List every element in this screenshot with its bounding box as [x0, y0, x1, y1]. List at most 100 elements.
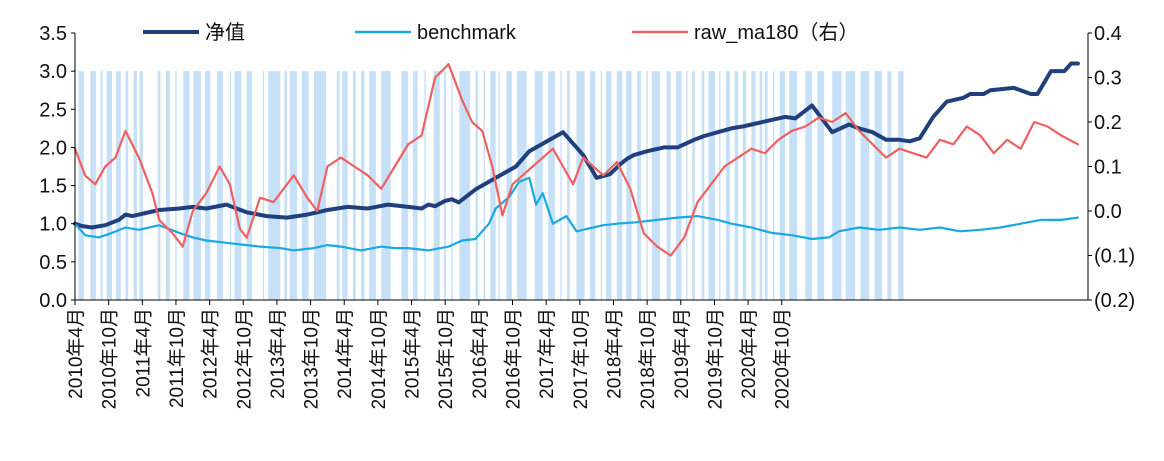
signal-band-76: [860, 71, 870, 301]
series-line-1: [73, 176, 1079, 252]
signal-band-51: [616, 71, 623, 301]
signal-band-53: [637, 71, 642, 301]
signal-band-29: [381, 71, 391, 301]
signal-band-21: [289, 71, 298, 301]
series-line-0: [73, 61, 1080, 230]
signal-band-1: [90, 71, 96, 301]
signal-band-11: [183, 71, 190, 301]
x-tick-label: 2020年4月: [738, 308, 760, 399]
signal-band-65: [742, 71, 747, 301]
signal-band-66: [751, 71, 756, 301]
signal-band-56: [666, 71, 671, 301]
signal-band-36: [459, 71, 471, 301]
signal-band-70: [779, 71, 786, 301]
signal-band-13: [204, 71, 211, 301]
x-tick-label: 2019年4月: [671, 308, 693, 399]
signal-band-45: [560, 71, 562, 301]
x-tick-label: 2019年10月: [704, 308, 726, 409]
signal-band-12: [193, 71, 201, 301]
signal-band-64: [734, 71, 738, 301]
signal-band-61: [708, 71, 716, 301]
signal-band-77: [874, 71, 883, 301]
signal-band-78: [887, 71, 892, 301]
y-right-tick-label: (0.1): [1094, 246, 1135, 268]
signal-band-72: [805, 71, 813, 301]
signal-band-49: [600, 71, 603, 301]
signal-band-8: [157, 71, 161, 301]
y-left-tick-label: 0.5: [39, 252, 67, 274]
y-right-tick-label: (0.2): [1094, 290, 1135, 312]
x-tick-label: 2016年10月: [503, 308, 525, 409]
legend-label-0: 净值: [205, 21, 245, 44]
signal-band-67: [759, 71, 763, 301]
signal-band-74: [832, 71, 842, 301]
y-right-tick-label: 0.1: [1094, 157, 1122, 179]
x-tick-label: 2017年10月: [570, 308, 592, 409]
signal-band-27: [361, 71, 365, 301]
signal-band-2: [100, 71, 103, 301]
signal-band-40: [498, 71, 500, 301]
signal-band-42: [517, 71, 527, 301]
y-left-tick-label: 0.0: [39, 290, 67, 312]
signal-band-48: [589, 71, 596, 301]
signal-band-9: [165, 71, 170, 301]
legend-label-2: raw_ma180（右）: [694, 21, 859, 44]
signal-band-58: [686, 71, 688, 301]
signal-band-50: [606, 71, 612, 301]
x-tick-label: 2011年10月: [166, 308, 188, 408]
x-tick-label: 2015年4月: [402, 308, 424, 399]
signal-band-57: [676, 71, 682, 301]
y-right-tick-label: 0.2: [1094, 112, 1122, 134]
x-tick-label: 2018年10月: [637, 308, 659, 409]
signal-band-33: [433, 71, 440, 301]
y-left-tick-label: 3.5: [39, 23, 67, 45]
signal-band-55: [651, 71, 660, 301]
y-left-tick-label: 3.0: [39, 61, 67, 83]
signal-band-60: [701, 71, 705, 301]
signal-band-73: [817, 71, 825, 301]
signal-band-47: [576, 71, 585, 301]
signal-band-63: [725, 71, 730, 301]
x-tick-label: 2012年4月: [200, 308, 222, 399]
signal-band-16: [234, 71, 242, 301]
signal-band-54: [646, 71, 648, 301]
signal-band-0: [78, 71, 84, 301]
x-tick-label: 2016年4月: [469, 308, 491, 399]
y-left-tick-label: 2.5: [39, 99, 67, 121]
signal-band-23: [313, 71, 327, 301]
signal-band-75: [845, 71, 856, 301]
x-tick-label: 2020年10月: [772, 308, 794, 409]
signal-band-35: [451, 71, 453, 301]
signal-band-3: [106, 71, 113, 301]
signal-band-30: [401, 71, 409, 301]
signal-band-14: [217, 71, 224, 301]
y-left-tick-label: 1.0: [39, 214, 67, 236]
signal-band-28: [369, 71, 376, 301]
signal-band-44: [548, 71, 555, 301]
x-tick-label: 2014年10月: [368, 308, 390, 409]
signal-band-26: [352, 71, 356, 301]
y-left-tick-label: 2.0: [39, 137, 67, 159]
signal-band-4: [116, 71, 121, 301]
signal-band-32: [424, 71, 426, 301]
x-tick-label: 2010年10月: [99, 308, 121, 409]
signal-band-43: [534, 71, 543, 301]
signal-band-10: [175, 71, 177, 301]
signal-band-46: [567, 71, 570, 301]
legend-label-1: benchmark: [417, 22, 517, 44]
signal-band-71: [789, 71, 798, 301]
x-tick-label: 2012年10月: [233, 308, 255, 409]
x-tick-label: 2015年10月: [435, 308, 457, 409]
signal-band-31: [412, 71, 418, 301]
series-line-2: [73, 63, 1079, 257]
y-right-tick-label: 0.4: [1094, 23, 1122, 45]
signal-band-62: [719, 71, 721, 301]
x-tick-label: 2018年4月: [603, 308, 625, 399]
signal-band-24: [336, 71, 340, 301]
signal-band-7: [139, 71, 143, 301]
y-right-tick-label: 0.3: [1094, 68, 1122, 90]
signal-band-19: [268, 71, 281, 301]
y-right-tick-label: 0.0: [1094, 201, 1122, 223]
